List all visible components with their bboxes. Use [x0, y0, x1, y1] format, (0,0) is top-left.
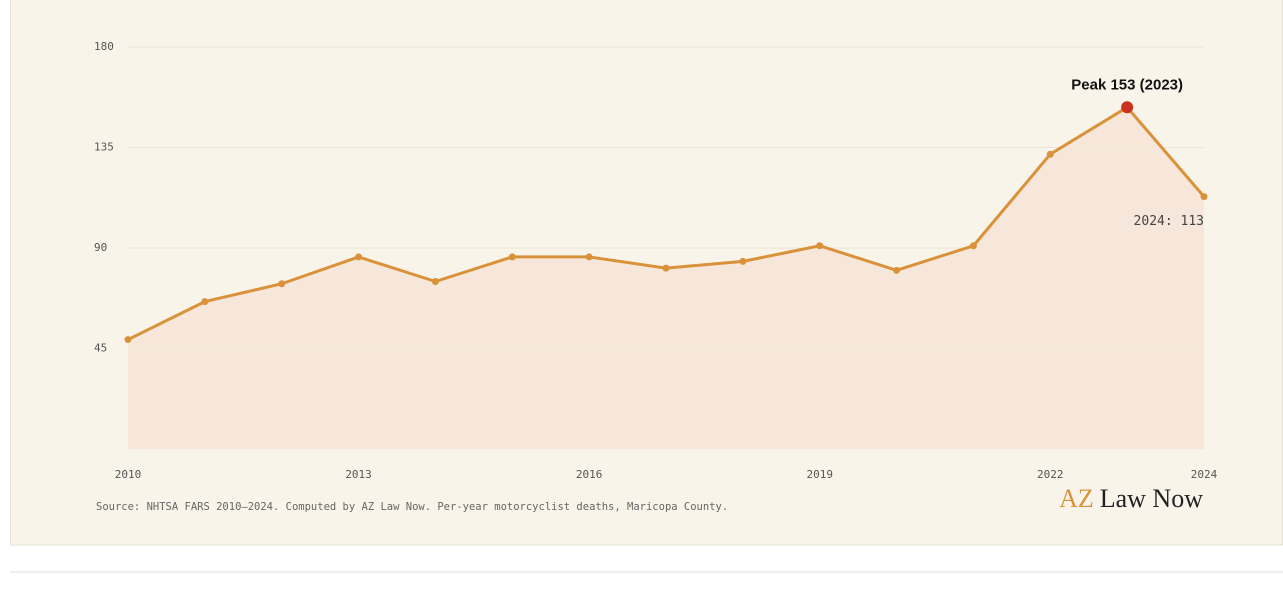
y-tick-label: 180	[94, 40, 114, 53]
point	[893, 266, 901, 274]
source-note: Source: NHTSA FARS 2010–2024. Computed b…	[96, 501, 728, 513]
brand-name: Law Now	[1100, 484, 1203, 513]
area	[128, 107, 1204, 450]
brand-prefix: AZ	[1059, 484, 1094, 513]
x-tick-label: 2019	[806, 468, 833, 481]
y-tick-label: 45	[94, 342, 107, 355]
point	[585, 253, 593, 261]
point	[739, 257, 747, 265]
point	[1046, 150, 1054, 158]
x-tick-label: 2024	[1191, 468, 1218, 481]
point	[355, 253, 363, 261]
peak-point	[1121, 101, 1134, 114]
x-tick-label: 2010	[115, 468, 142, 481]
point	[124, 336, 132, 344]
point	[278, 280, 286, 288]
point	[201, 298, 209, 306]
brand: AZ Law Now	[1059, 484, 1203, 513]
point	[662, 264, 670, 272]
point	[816, 242, 824, 250]
point	[1200, 193, 1208, 201]
last-annotation: 2024: 113	[1134, 214, 1204, 229]
x-tick-label: 2013	[345, 468, 372, 481]
peak-annotation: Peak 153 (2023)	[1071, 76, 1183, 93]
x-tick-label: 2016	[576, 468, 603, 481]
x-tick-label: 2022	[1037, 468, 1064, 481]
point	[508, 253, 516, 261]
point	[969, 242, 977, 250]
point	[431, 278, 439, 285]
y-tick-label: 135	[94, 141, 114, 154]
y-tick-label: 90	[94, 241, 107, 254]
